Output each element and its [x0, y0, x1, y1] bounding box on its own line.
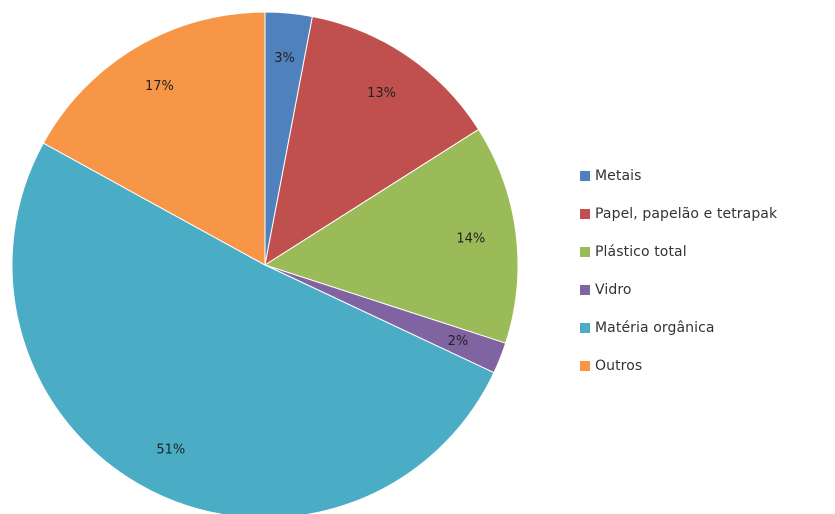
- data-label-papel-papelao-e-tetrapak: 13%: [367, 86, 396, 101]
- pie-slice-materia-organica: [11, 142, 495, 514]
- data-label-vidro: 2%: [448, 334, 469, 349]
- legend-item-plastico: Plástico total: [580, 242, 777, 261]
- legend-label-materia-organica: Matéria orgânica: [595, 319, 715, 336]
- legend: Metais Papel, papelão e tetrapak Plástic…: [580, 166, 777, 394]
- legend-swatch-vidro: [580, 284, 590, 295]
- data-label-materia-organica: 51%: [156, 442, 185, 457]
- legend-label-vidro: Vidro: [595, 281, 632, 298]
- pie-slice-plastico-total: [264, 128, 519, 344]
- data-label-outros: 17%: [145, 79, 174, 94]
- legend-label-metais: Metais: [595, 167, 642, 184]
- legend-swatch-plastico: [580, 246, 590, 257]
- legend-swatch-outros: [580, 360, 590, 371]
- data-label-plastico-total: 14%: [456, 232, 485, 247]
- pie-slice-outros: [42, 11, 266, 266]
- legend-item-materia-organica: Matéria orgânica: [580, 318, 777, 337]
- legend-swatch-papel: [580, 208, 590, 219]
- legend-item-papel: Papel, papelão e tetrapak: [580, 204, 777, 223]
- legend-swatch-metais: [580, 170, 590, 181]
- legend-label-papel: Papel, papelão e tetrapak: [595, 205, 778, 222]
- data-label-metais: 3%: [274, 51, 295, 66]
- legend-item-metais: Metais: [580, 166, 777, 185]
- legend-label-plastico: Plástico total: [595, 243, 687, 260]
- pie-slices: [11, 11, 519, 514]
- legend-item-vidro: Vidro: [580, 280, 777, 299]
- legend-item-outros: Outros: [580, 356, 777, 375]
- legend-swatch-materia-organica: [580, 322, 590, 333]
- legend-label-outros: Outros: [595, 357, 643, 374]
- pie-data-labels: 3% 13% 14% 2% 51% 17%: [145, 51, 485, 457]
- pie-slice-papel-papelao-e-tetrapak: [264, 15, 480, 266]
